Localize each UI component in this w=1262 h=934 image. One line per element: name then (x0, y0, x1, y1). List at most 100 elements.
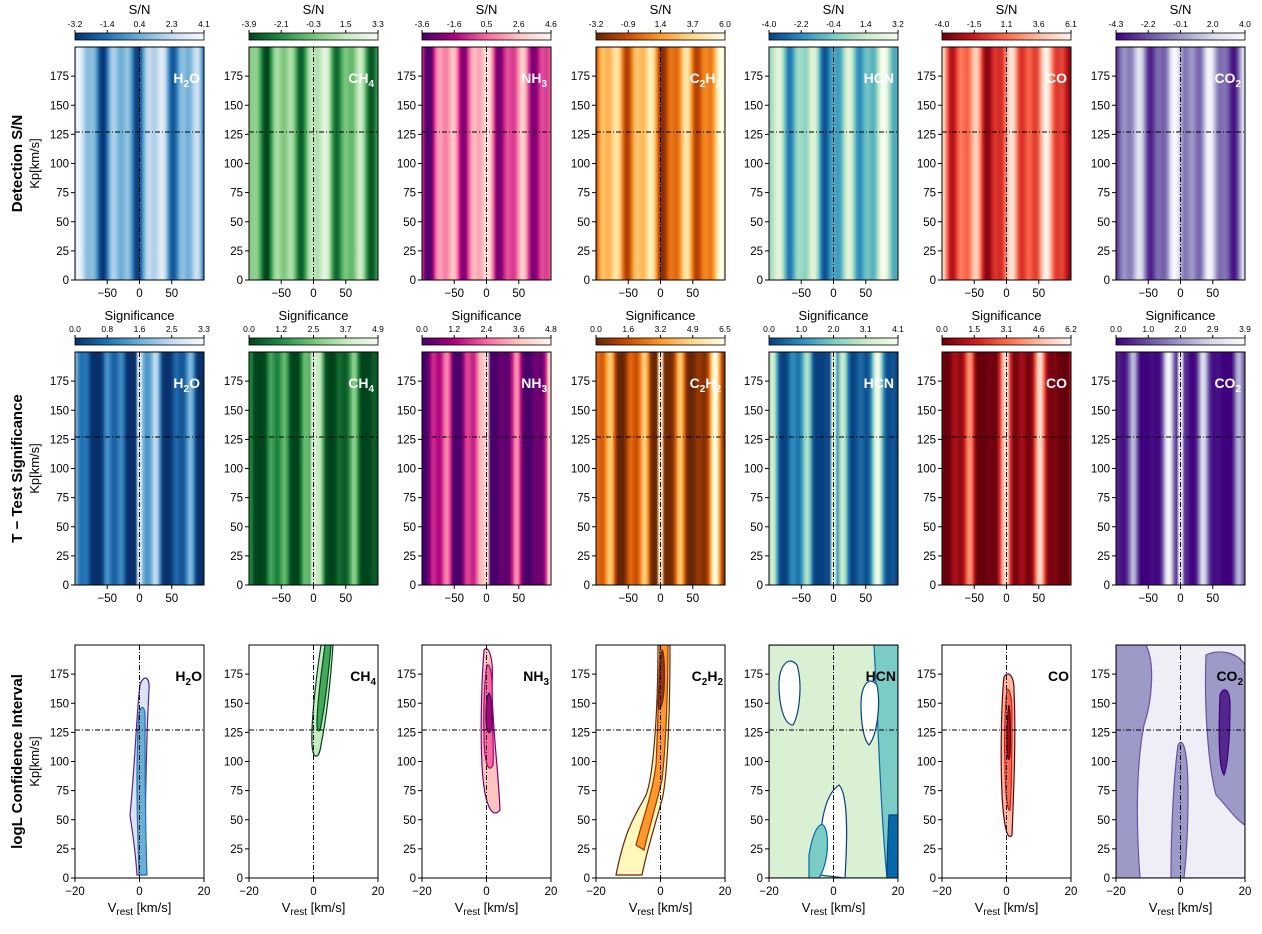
colorbar-tick-label: 0.0 (1110, 324, 1122, 334)
colorbar-tick-label: -0.4 (826, 19, 841, 29)
x-tick-label: −50 (618, 288, 638, 300)
confidence-contour (615, 645, 671, 876)
y-tick-label: 0 (584, 580, 590, 592)
y-tick-label: 25 (56, 246, 69, 258)
x-tick-label: 20 (719, 886, 732, 898)
x-tick-label: 0 (483, 593, 489, 605)
molecule-label: C2H2 (690, 375, 722, 395)
molecule-label: CO (1046, 375, 1067, 391)
y-tick-label: 50 (403, 815, 416, 827)
y-tick-label: 150 (917, 698, 936, 710)
colorbar-tick-label: 3.1 (1001, 324, 1013, 334)
x-axis-label: Vrest [km/s] (282, 900, 346, 918)
molecule-label: CO2 (1216, 668, 1243, 688)
y-tick-label: 50 (230, 217, 243, 229)
y-tick-label: 150 (571, 698, 590, 710)
x-tick-label: −50 (618, 593, 638, 605)
x-tick-label: −20 (586, 886, 606, 898)
panel-sn-1: 0 25 50 75 100 125 150 175 −50 0 50 CH4 -3.9 -2.1 -0.3… (224, 2, 384, 300)
colorbar-tick-label: -1.6 (447, 19, 462, 29)
colorbar-label: Significance (625, 308, 695, 323)
molecule-label: CH4 (350, 668, 376, 688)
colorbar (941, 337, 1072, 346)
y-tick-label: 0 (930, 873, 936, 885)
y-tick-label: 150 (917, 405, 936, 417)
contour-group (615, 645, 671, 876)
confidence-contour (1218, 689, 1231, 777)
confidence-contour (316, 645, 332, 732)
y-tick-label: 175 (50, 376, 69, 388)
y-tick-label: 100 (50, 464, 69, 476)
x-tick-label: 20 (198, 886, 211, 898)
x-axis-label: Vrest [km/s] (1149, 900, 1213, 918)
molecule-label: CO2 (1214, 70, 1241, 90)
panel-sn-4: 0 25 50 75 100 125 150 175 −50 0 50 HCN -4.0 -2.2 -0.4… (744, 2, 904, 300)
x-tick-label: −50 (271, 288, 291, 300)
colorbar-tick-label: 3.6 (1033, 19, 1045, 29)
y-tick-label: 0 (237, 580, 243, 592)
confidence-contour (1116, 645, 1153, 878)
x-tick-label: −50 (1138, 593, 1158, 605)
y-tick-label: 50 (56, 217, 69, 229)
y-tick-label: 100 (917, 464, 936, 476)
molecule-label: NH3 (523, 668, 549, 688)
y-tick-label: 100 (1091, 757, 1110, 769)
colorbar-tick-label: 0.8 (101, 324, 113, 334)
panel-sn-6: 0 25 50 75 100 125 150 175 −50 0 50 CO2 -4.3 -2.2 -0.1… (1091, 2, 1251, 300)
colorbar-tick-label: 3.7 (340, 324, 352, 334)
y-tick-label: 25 (56, 844, 69, 856)
colorbar-tick-label: 0.4 (134, 19, 146, 29)
colorbar-tick-label: 2.5 (308, 324, 320, 334)
colorbar-tick-label: 0.5 (481, 19, 493, 29)
y-tick-label: 150 (50, 698, 69, 710)
y-tick-label: 50 (403, 522, 416, 534)
x-tick-label: 50 (512, 288, 525, 300)
colorbar-tick-label: 2.5 (166, 324, 178, 334)
colorbar-tick-label: -3.2 (589, 19, 604, 29)
colorbar-label: S/N (476, 2, 498, 17)
y-tick-label: 75 (403, 188, 416, 200)
y-tick-label: 0 (757, 275, 763, 287)
y-tick-label: 125 (917, 129, 936, 141)
x-tick-label: 50 (1032, 593, 1045, 605)
y-tick-label: 100 (224, 757, 243, 769)
y-tick-label: 125 (224, 434, 243, 446)
panel-sig-6: 0 25 50 75 100 125 150 175 −50 0 50 CO2 0.0 1.0 2.0 2.9… (1091, 308, 1251, 605)
colorbar-tick-label: 3.2 (655, 324, 667, 334)
x-tick-label: 20 (372, 886, 385, 898)
y-tick-label: 175 (571, 669, 590, 681)
x-tick-label: 20 (1239, 886, 1252, 898)
confidence-contour (136, 706, 148, 876)
y-tick-label: 50 (577, 522, 590, 534)
colorbar-label: S/N (1170, 2, 1192, 17)
y-tick-label: 150 (1091, 405, 1110, 417)
x-tick-label: −50 (791, 288, 811, 300)
y-tick-label: 75 (1097, 786, 1110, 798)
x-tick-label: 50 (512, 593, 525, 605)
molecule-label: NH3 (521, 70, 547, 90)
colorbar-tick-label: 4.9 (372, 324, 384, 334)
panel-sig-1: 0 25 50 75 100 125 150 175 −50 0 50 CH4 0.0 1.2 2.5 3.7… (224, 308, 384, 605)
y-tick-label: 150 (571, 405, 590, 417)
x-tick-label: 50 (859, 593, 872, 605)
y-tick-label: 150 (397, 698, 416, 710)
colorbar-label: S/N (129, 2, 151, 17)
y-tick-label: 175 (917, 376, 936, 388)
y-tick-label: 50 (923, 522, 936, 534)
y-tick-label: 150 (744, 698, 763, 710)
y-tick-label: 25 (1097, 551, 1110, 563)
y-tick-label: 50 (750, 522, 763, 534)
contour-group (1116, 645, 1245, 878)
x-tick-label: 50 (1206, 593, 1219, 605)
colorbar-tick-label: -4.0 (935, 19, 950, 29)
y-tick-label: 175 (224, 71, 243, 83)
colorbar-tick-label: 2.6 (513, 19, 525, 29)
y-tick-label: 75 (1097, 188, 1110, 200)
confidence-contour (1006, 704, 1012, 760)
y-tick-label: 75 (923, 493, 936, 505)
x-tick-label: −50 (964, 593, 984, 605)
colorbar-label: Significance (104, 308, 174, 323)
colorbar-tick-label: 4.8 (545, 324, 557, 334)
